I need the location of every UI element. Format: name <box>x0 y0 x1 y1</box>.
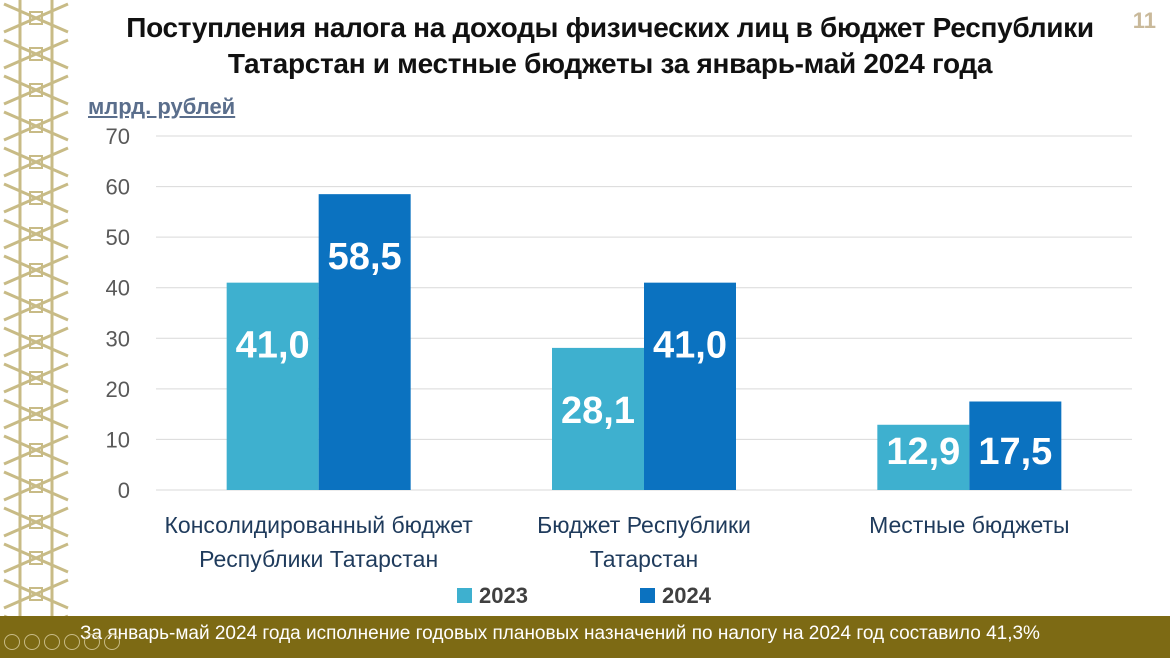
bar-2024 <box>318 194 411 490</box>
x-category-label: Республики Татарстан <box>199 546 438 572</box>
y-tick-label: 40 <box>106 276 130 301</box>
chart-title-line-1: Поступления налога на доходы физических … <box>126 12 1094 43</box>
ornament-pattern <box>0 0 72 616</box>
bar-2023 <box>877 424 970 490</box>
grid-icon[interactable] <box>64 634 80 650</box>
data-label: 17,5 <box>978 431 1052 473</box>
bar-2023 <box>226 282 319 490</box>
slide-nav-controls <box>4 634 120 650</box>
legend-swatch-2023 <box>457 588 472 603</box>
y-tick-label: 20 <box>106 377 130 402</box>
legend-label: 2024 <box>662 583 712 608</box>
data-label: 28,1 <box>561 390 635 432</box>
footer-text: За январь-май 2024 года исполнение годов… <box>80 623 1040 644</box>
page-number: 11 <box>1132 8 1156 33</box>
bar-2023 <box>552 347 644 490</box>
data-label: 41,0 <box>236 325 310 367</box>
prev-slide-icon[interactable] <box>4 634 20 650</box>
chart-title: Поступления налога на доходы физических … <box>90 10 1130 82</box>
decorative-ornament-border <box>0 0 72 616</box>
y-tick-label: 60 <box>106 175 130 200</box>
data-label: 41,0 <box>653 325 727 367</box>
x-category-label: Местные бюджеты <box>869 512 1069 538</box>
bar-2024 <box>644 282 736 490</box>
zoom-icon[interactable] <box>84 634 100 650</box>
x-category-label: Татарстан <box>590 546 698 572</box>
y-tick-label: 70 <box>106 124 130 149</box>
y-tick-label: 0 <box>118 478 130 503</box>
bar-chart: 0 10 20 30 40 50 60 70 41,0 58,5 Консолидированный… <box>106 124 1132 608</box>
x-category-label: Консолидированный бюджет <box>165 512 474 538</box>
bar-2024 <box>969 401 1062 490</box>
legend-label: 2023 <box>479 583 528 608</box>
pen-icon[interactable] <box>44 634 60 650</box>
y-tick-label: 50 <box>106 225 130 250</box>
legend-swatch-2024 <box>640 588 655 603</box>
chart-title-line-2: Татарстан и местные бюджеты за январь-ма… <box>227 48 993 79</box>
y-tick-label: 30 <box>106 326 130 351</box>
footer-bar <box>0 616 1170 658</box>
data-label: 58,5 <box>328 236 402 278</box>
next-slide-icon[interactable] <box>24 634 40 650</box>
data-label: 12,9 <box>886 431 960 473</box>
more-icon[interactable] <box>104 634 120 650</box>
y-tick-label: 10 <box>106 427 130 452</box>
y-axis-unit-label: млрд. рублей <box>88 94 236 119</box>
x-category-label: Бюджет Республики <box>537 512 751 538</box>
